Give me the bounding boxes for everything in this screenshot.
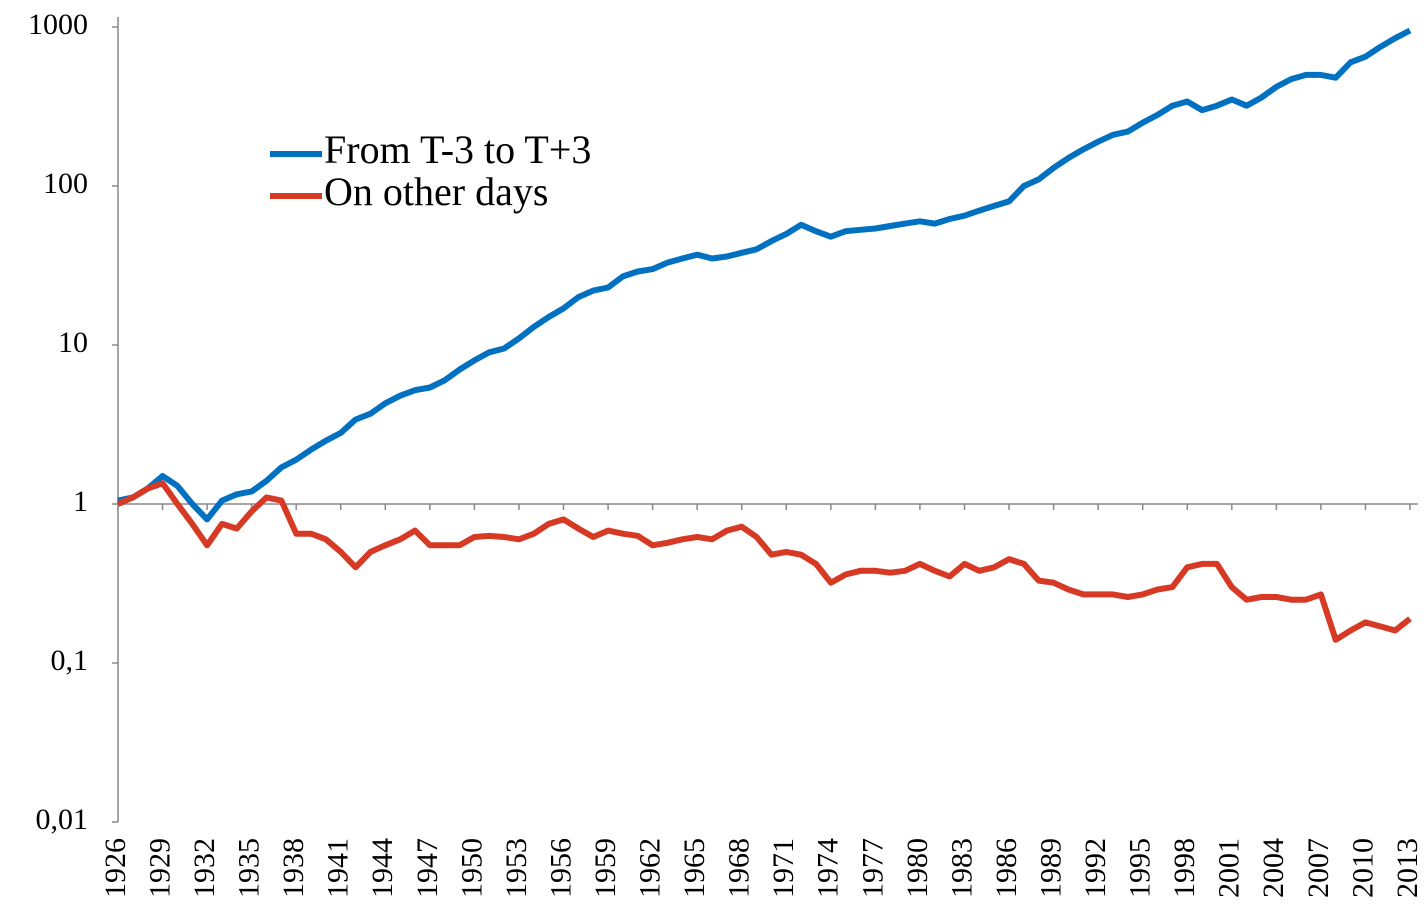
x-tick-label: 2007 xyxy=(1302,838,1335,898)
x-tick-label: 1962 xyxy=(634,838,667,898)
x-tick-label: 1956 xyxy=(544,838,577,898)
y-tick-label: 1000 xyxy=(28,8,88,41)
x-tick-label: 1929 xyxy=(143,838,176,898)
x-tick-label: 1935 xyxy=(233,838,266,898)
x-tick-label: 1959 xyxy=(589,838,622,898)
y-tick-label: 100 xyxy=(43,167,88,200)
x-tick-label: 1938 xyxy=(277,838,310,898)
x-tick-label: 1986 xyxy=(990,838,1023,898)
x-tick-label: 2001 xyxy=(1213,838,1246,898)
x-tick-label: 1992 xyxy=(1079,838,1112,898)
legend-label: From T-3 to T+3 xyxy=(324,127,591,172)
x-tick-label: 1977 xyxy=(856,838,889,898)
y-tick-label: 0,1 xyxy=(51,644,89,677)
x-tick-label: 2010 xyxy=(1346,838,1379,898)
y-tick-label: 0,01 xyxy=(36,803,89,836)
x-tick-label: 1947 xyxy=(411,838,444,898)
x-tick-label: 1944 xyxy=(366,838,399,898)
x-tick-label: 1965 xyxy=(678,838,711,898)
x-tick-label: 1941 xyxy=(322,838,355,898)
legend-label: On other days xyxy=(324,169,548,214)
y-tick-label: 10 xyxy=(58,326,88,359)
x-tick-label: 1926 xyxy=(99,838,132,898)
x-tick-label: 1953 xyxy=(500,838,533,898)
series-line xyxy=(116,480,1412,643)
x-tick-label: 2004 xyxy=(1257,838,1290,898)
x-tick-label: 1995 xyxy=(1124,838,1157,898)
x-tick-label: 1983 xyxy=(945,838,978,898)
x-tick-label: 2013 xyxy=(1391,838,1424,898)
series-line xyxy=(117,27,1412,523)
x-tick-label: 1950 xyxy=(455,838,488,898)
x-tick-label: 1974 xyxy=(812,838,845,898)
x-tick-label: 1971 xyxy=(767,838,800,898)
x-tick-label: 1932 xyxy=(188,838,221,898)
x-tick-label: 1998 xyxy=(1168,838,1201,898)
x-tick-label: 1989 xyxy=(1034,838,1067,898)
x-tick-label: 1980 xyxy=(901,838,934,898)
x-tick-label: 1968 xyxy=(723,838,756,898)
y-tick-label: 1 xyxy=(73,485,88,518)
